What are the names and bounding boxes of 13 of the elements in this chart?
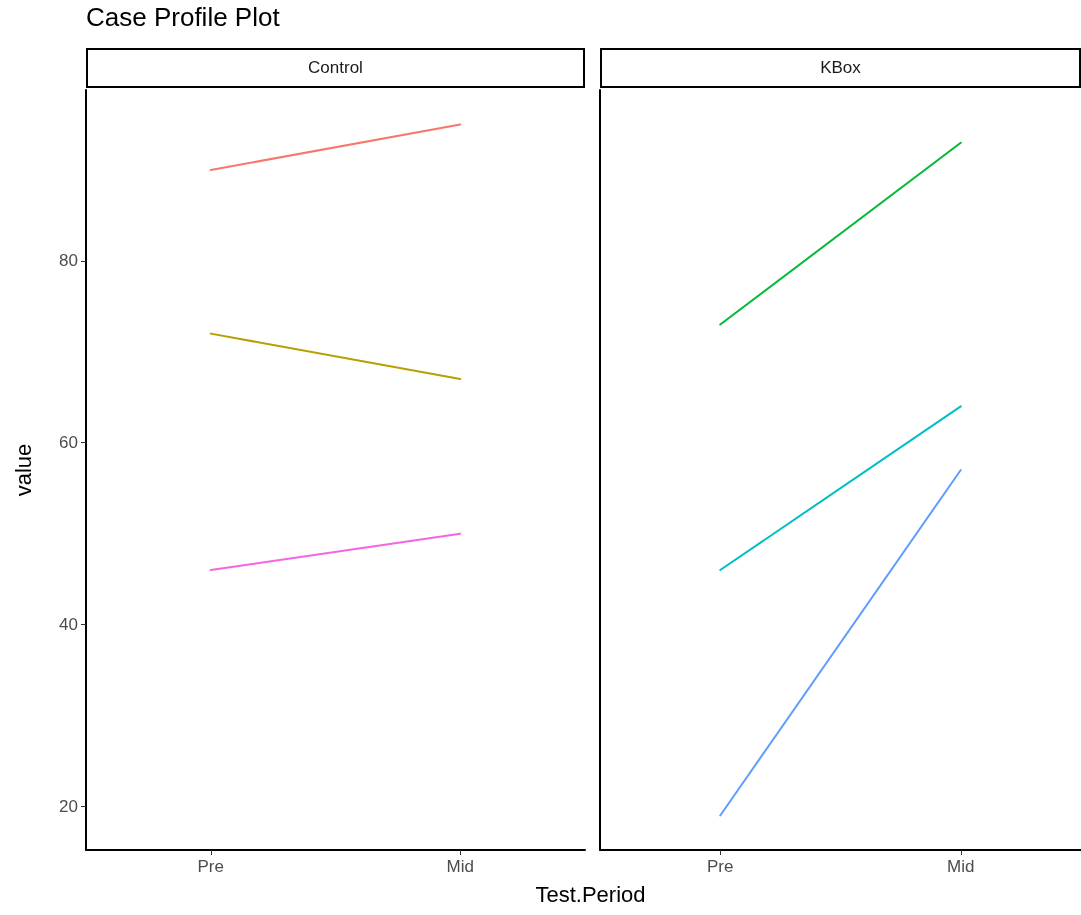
panel-strip: KBox [600,48,1081,88]
chart-title: Case Profile Plot [86,2,280,33]
x-tick-label: Pre [707,857,734,876]
panel-strip: Control [86,48,585,88]
y-tick-label: 40 [59,615,78,635]
x-axis-title: Test.Period [534,882,647,908]
y-tick-label: 60 [59,433,78,453]
y-tick-label: 20 [59,796,78,816]
y-axis-title: value [10,443,36,497]
y-tick-label: 80 [59,251,78,271]
x-tick-label: Mid [947,857,975,876]
x-tick-label: Mid [446,857,474,876]
x-tick-label: Pre [197,857,224,876]
